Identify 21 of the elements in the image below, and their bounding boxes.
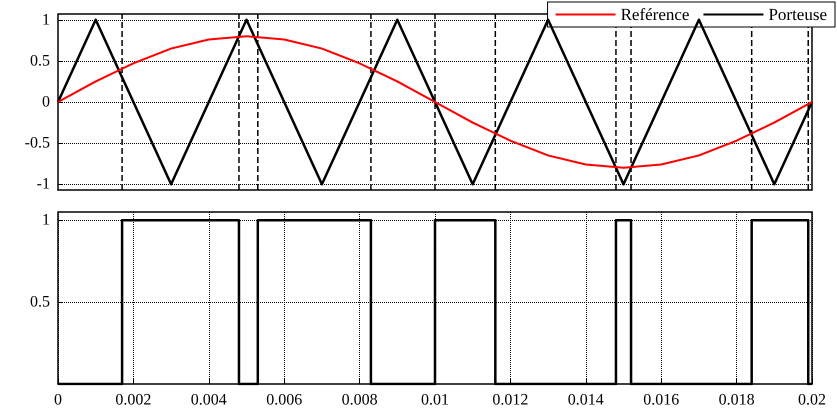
x-tick-label: 0.01: [421, 392, 449, 408]
x-tick-label: 0.004: [190, 392, 227, 408]
x-tick-label: 0.02: [798, 392, 826, 408]
x-tick-label: 0.006: [266, 392, 302, 408]
x-tick-label: 0.018: [718, 392, 755, 408]
y-tick-label: 0.5: [30, 294, 50, 311]
y-tick-label: 0.5: [30, 52, 50, 70]
x-tick-label: 0.002: [115, 392, 152, 408]
line-series: [57, 35, 813, 169]
x-tick-label: 0.016: [643, 392, 680, 408]
y-tick-label: -1: [36, 176, 50, 193]
y-tick-label: 1: [42, 212, 50, 229]
x-tick-label: 0.014: [568, 392, 604, 408]
legend-label: Porteuse: [768, 5, 827, 24]
y-tick-label: -0.5: [24, 134, 50, 152]
legend-label: Reférence: [620, 5, 690, 24]
y-tick-label: 0: [42, 94, 50, 110]
x-tick-label: 0.008: [342, 392, 378, 408]
y-tick-label: 1: [42, 11, 50, 28]
x-tick-label: 0.012: [492, 392, 528, 408]
x-tick-label: 0: [54, 392, 62, 408]
